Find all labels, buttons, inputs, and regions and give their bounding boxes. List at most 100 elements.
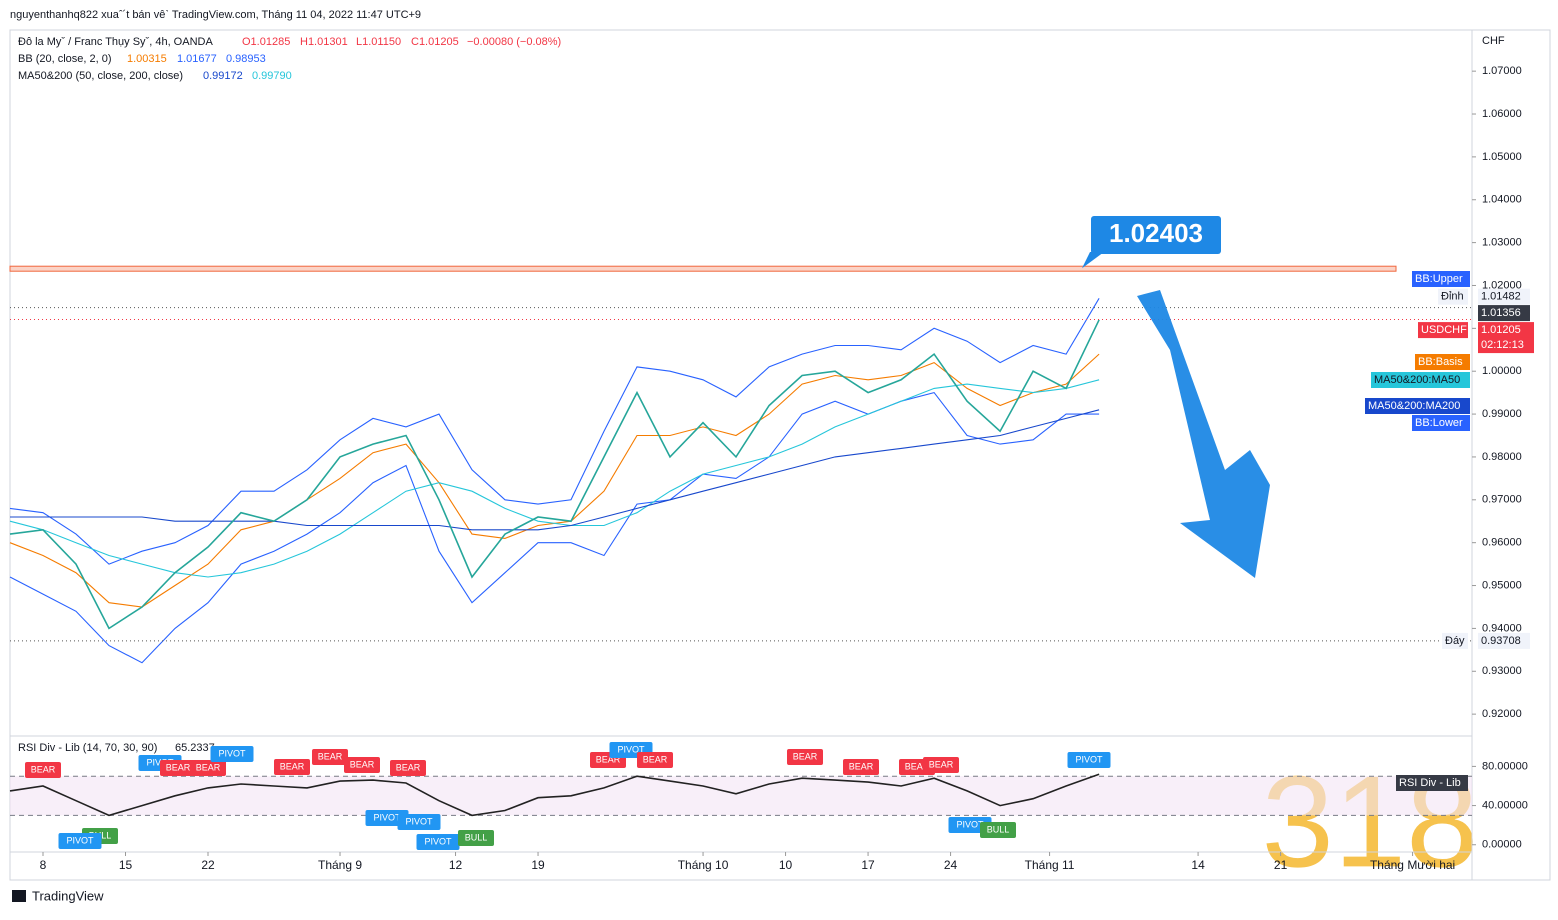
x-tick-label: 24: [944, 858, 958, 872]
badge: [980, 822, 1016, 838]
series-tag: MA50&200:MA50: [1374, 374, 1460, 386]
badge-label: BEAR: [350, 759, 375, 769]
x-tick-label: Tháng Mười hai: [1370, 858, 1455, 872]
ohlc-change: −0.00080 (−0.08%): [467, 36, 561, 48]
badge: [190, 760, 226, 776]
high-value: 1.01482: [1481, 291, 1521, 303]
x-tick-label: Tháng 10: [678, 858, 729, 872]
badge-label: PIVOT: [66, 835, 94, 845]
ohlc-low: L1.01150: [356, 36, 401, 48]
current-value-bg: [1478, 305, 1530, 322]
symbol-tag: USDCHF: [1421, 324, 1467, 336]
rsi-tag-bg: [1396, 775, 1468, 791]
rsi-band: [10, 776, 1472, 816]
series-line: [9, 391, 1100, 664]
badge-label: PIVOT: [373, 812, 401, 822]
badge: [843, 759, 879, 775]
series-line: [10, 409, 1100, 531]
x-tick-label: 14: [1191, 858, 1205, 872]
rsi-tag: RSI Div - Lib: [1399, 777, 1461, 789]
badge-label: PIVOT: [424, 836, 452, 846]
countdown-bg: [1478, 337, 1534, 354]
badge-label: PIVOT: [218, 748, 246, 758]
x-tick-label: 10: [779, 858, 793, 872]
y-tick-label: 1.03000: [1482, 237, 1522, 249]
badge-label: PIVOT: [956, 819, 984, 829]
badge: [637, 752, 673, 768]
series-line: [9, 773, 1100, 817]
ma-value: 0.99790: [252, 70, 292, 82]
series-tag-bg: [1371, 372, 1470, 388]
series-tag-bg: [1412, 415, 1470, 431]
brand: TradingView: [32, 888, 104, 903]
down-arrow: [1137, 290, 1270, 578]
series-tag: MA50&200:MA200: [1368, 400, 1460, 412]
y-tick-label: 0.99000: [1482, 408, 1522, 420]
y-tick-label: 1.04000: [1482, 194, 1522, 206]
callout-box: [1091, 216, 1221, 254]
x-tick-label: 21: [1274, 858, 1288, 872]
current-value: 1.01356: [1481, 307, 1521, 319]
badge: [787, 749, 823, 765]
y-tick-label: 1.06000: [1482, 108, 1522, 120]
bb-value: 1.00315: [127, 53, 167, 65]
rsi-tick-label: 80.00000: [1482, 760, 1528, 772]
ohlc-open: O1.01285: [242, 36, 290, 48]
y-tick-label: 0.92000: [1482, 708, 1522, 720]
x-tick-label: 15: [119, 858, 133, 872]
badge-label: PIVOT: [1075, 754, 1103, 764]
badge: [274, 759, 310, 775]
badge-label: BULL: [465, 832, 488, 842]
x-tick-label: Tháng 9: [318, 858, 362, 872]
badge: [397, 814, 441, 830]
ohlc-close: C1.01205: [411, 36, 459, 48]
last-price-bg: [1478, 322, 1534, 339]
badge-label: PIVOT: [405, 816, 433, 826]
low-value-bg: [1478, 632, 1530, 649]
series-line: [9, 319, 1100, 630]
x-tick-label: 19: [531, 858, 545, 872]
bb-value: 0.98953: [226, 53, 266, 65]
badge-label: BEAR: [596, 754, 621, 764]
bb-legend: BB (20, close, 2, 0): [18, 53, 112, 65]
currency: CHF: [1482, 35, 1505, 47]
callout-label: 1.02403: [1109, 218, 1203, 248]
series-tag: BB:Basis: [1418, 356, 1463, 368]
high-value-bg: [1478, 288, 1530, 305]
symbol: Đô la Myˇ / Franc Thụy Syˇ, 4h, OANDA: [18, 36, 213, 48]
badge: [210, 746, 254, 762]
badge: [1067, 752, 1111, 768]
low-label: Đáy: [1445, 635, 1465, 647]
high-label-bg: [1438, 288, 1468, 305]
x-tick-label: 22: [201, 858, 215, 872]
badge-label: BEAR: [849, 761, 874, 771]
rsi-tick-label: 40.00000: [1482, 799, 1528, 811]
series-line: [9, 379, 1100, 578]
ma-legend: MA50&200 (50, close, 200, close): [18, 70, 183, 82]
watermark: 318: [1262, 748, 1479, 894]
y-tick-label: 1.02000: [1482, 279, 1522, 291]
badge: [344, 757, 380, 773]
frame: [9, 29, 1551, 881]
y-tick-label: 0.94000: [1482, 622, 1522, 634]
y-tick-label: 0.98000: [1482, 451, 1522, 463]
badge: [312, 749, 348, 765]
badge: [390, 760, 426, 776]
series-tag-bg: [1412, 271, 1470, 287]
badge-label: BEAR: [793, 751, 818, 761]
badge-label: BEAR: [166, 762, 191, 772]
bb-value: 1.01677: [177, 53, 217, 65]
rsi-last: 65.2337: [175, 742, 215, 754]
last-price: 1.01205: [1481, 324, 1521, 336]
badge-label: BEAR: [905, 761, 930, 771]
high-label: Đỉnh: [1441, 291, 1464, 303]
badge-label: BULL: [987, 824, 1010, 834]
brand-logo: [12, 890, 26, 902]
badge: [160, 760, 196, 776]
badge: [25, 762, 61, 778]
resistance-zone: [9, 265, 1397, 272]
y-tick-label: 1.05000: [1482, 151, 1522, 163]
y-tick-label: 1.07000: [1482, 65, 1522, 77]
badge-label: BEAR: [280, 761, 305, 771]
